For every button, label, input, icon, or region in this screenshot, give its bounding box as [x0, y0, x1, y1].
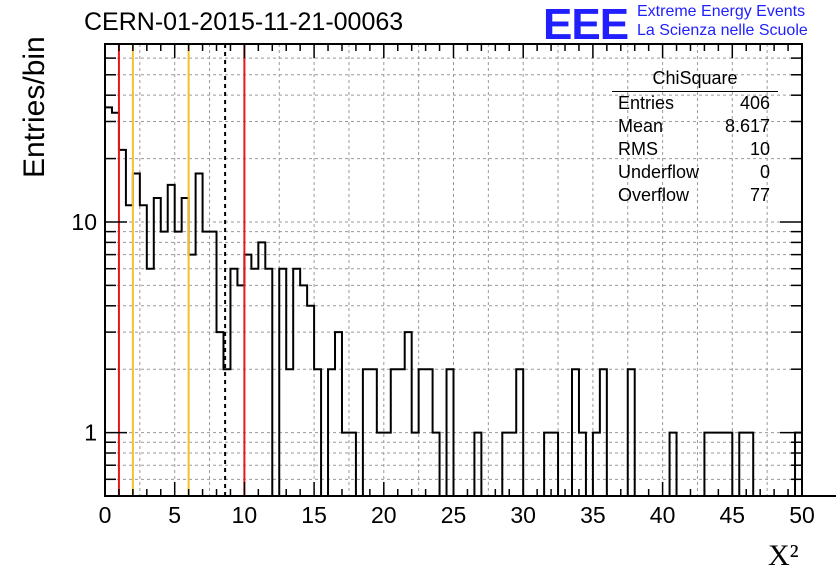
histogram-bin — [335, 332, 342, 496]
histogram-bin — [230, 269, 237, 496]
histogram-bin — [203, 232, 210, 496]
logo-line-2: La Scienza nelle Scuole — [637, 22, 808, 39]
histogram-bin — [217, 332, 224, 496]
y-tick-label: 10 — [71, 209, 97, 235]
x-tick-label: 45 — [720, 502, 746, 528]
histogram-bin — [307, 306, 314, 496]
histogram-bin — [405, 332, 412, 496]
stats-label: Entries — [618, 93, 675, 113]
x-tick-label: 50 — [789, 502, 815, 528]
x-tick-label: 35 — [580, 502, 606, 528]
histogram-bin — [175, 232, 182, 496]
histogram-bin — [237, 285, 244, 496]
x-tick-label: 20 — [371, 502, 397, 528]
x-tick-label: 30 — [510, 502, 536, 528]
x-tick-label: 25 — [441, 502, 467, 528]
histogram-bin — [112, 113, 119, 496]
stats-row: Underflow 0 — [612, 161, 778, 184]
stats-label: Overflow — [618, 185, 690, 205]
histogram-bin — [279, 269, 286, 496]
x-tick-labels: 0 5 10 15 20 25 30 35 40 45 50 — [99, 502, 815, 528]
histogram-bin — [140, 205, 147, 496]
y-axis-label: Entries/bin — [18, 36, 51, 178]
stats-box: ChiSquare Entries 406 Mean 8.617 RMS 10 … — [612, 66, 778, 211]
histogram-bin — [119, 150, 126, 496]
reference-lines — [117, 44, 246, 496]
x-axis-label: X² — [768, 539, 799, 572]
stats-value: 406 — [739, 93, 770, 113]
histogram-bin — [251, 269, 258, 496]
stats-label: Underflow — [618, 162, 700, 182]
grid-lines — [105, 44, 802, 496]
stats-value: 8.617 — [724, 116, 770, 136]
histogram-bin — [293, 269, 300, 496]
run-title: CERN-01-2015-11-21-00063 — [84, 8, 404, 36]
histogram-bin — [300, 285, 307, 496]
stats-label: RMS — [618, 139, 658, 159]
histogram-bars — [104, 106, 836, 497]
histogram-bin — [244, 255, 251, 496]
stats-value: 10 — [749, 139, 770, 159]
histogram-bin — [161, 232, 168, 496]
stats-row: RMS 10 — [612, 138, 778, 161]
y-tick-labels: 1 10 — [71, 209, 97, 446]
axis-ticks — [104, 44, 803, 496]
histogram-bin — [105, 107, 112, 496]
histogram-bin — [126, 205, 133, 496]
x-tick-label: 10 — [232, 502, 258, 528]
x-tick-label: 0 — [99, 502, 112, 528]
stats-value: 77 — [749, 185, 770, 205]
stats-row: Overflow 77 — [612, 184, 778, 207]
eee-logo-icon: EEE — [543, 0, 629, 49]
stats-title: ChiSquare — [612, 66, 778, 92]
x-tick-label: 5 — [168, 502, 181, 528]
x-tick-label: 40 — [650, 502, 676, 528]
histogram-bin — [189, 255, 196, 496]
stats-row: Mean 8.617 — [612, 115, 778, 138]
stats-row: Entries 406 — [612, 92, 778, 115]
logo-line-1: Extreme Energy Events — [637, 3, 806, 20]
x-tick-label: 15 — [301, 502, 327, 528]
histogram-outline — [104, 106, 836, 497]
stats-label: Mean — [618, 116, 664, 136]
histogram-bin — [210, 232, 217, 496]
histogram-bin — [147, 269, 154, 496]
histogram-bin — [265, 269, 272, 496]
stats-value: 0 — [759, 162, 770, 182]
y-tick-label: 1 — [84, 420, 97, 446]
